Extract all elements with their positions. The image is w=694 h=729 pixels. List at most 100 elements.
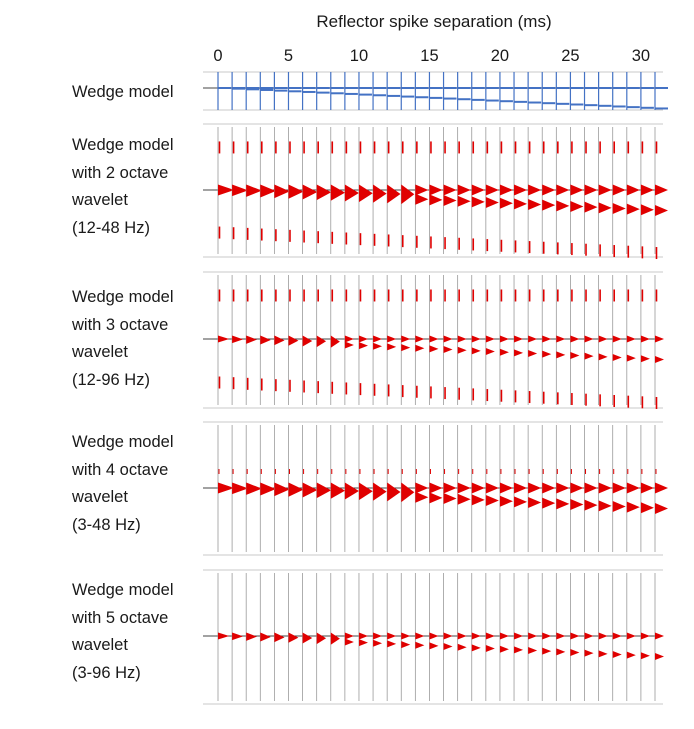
base-wavelet-peak <box>570 499 584 510</box>
base-wavelet-peak <box>373 639 383 647</box>
trace-14 <box>414 275 425 405</box>
base-wavelet-peak <box>584 499 598 511</box>
top-wavelet-peak <box>598 482 612 494</box>
trace-8 <box>330 127 346 254</box>
top-wavelet-peak <box>485 335 495 343</box>
trace-23 <box>541 425 556 552</box>
trace-6 <box>302 275 313 405</box>
base-wavelet-peak <box>415 641 425 649</box>
trace-5 <box>288 127 304 254</box>
top-wavelet-peak <box>584 335 594 343</box>
trace-31 <box>654 425 668 552</box>
x-tick-label-20: 20 <box>491 47 509 65</box>
trace-1 <box>231 127 249 254</box>
wavelet-peak <box>316 482 332 499</box>
top-wavelet-peak <box>358 335 368 343</box>
base-wavelet-peak <box>655 204 668 216</box>
wavelet-peak <box>344 184 359 202</box>
trace-0 <box>217 275 230 405</box>
trace-23 <box>541 275 552 405</box>
top-wavelet-peak <box>499 184 513 196</box>
top-wavelet-peak <box>499 482 513 494</box>
top-wavelet-peak <box>556 335 566 343</box>
trace-10 <box>358 573 368 701</box>
trace-30 <box>640 127 654 259</box>
base-wavelet-peak <box>528 199 542 211</box>
wavelet-peak <box>218 335 230 343</box>
trace-26 <box>584 573 594 701</box>
top-wavelet-peak <box>443 632 453 640</box>
top-wavelet-peak <box>542 184 556 196</box>
top-wavelet-peak <box>429 632 439 640</box>
top-wavelet-peak <box>542 335 552 343</box>
top-wavelet-peak <box>373 632 383 640</box>
trace-25 <box>569 72 584 110</box>
trace-30 <box>640 275 650 409</box>
trace-25 <box>570 127 584 256</box>
wavelet-peak <box>246 482 262 495</box>
wavelet-peak <box>401 184 415 205</box>
top-wavelet-peak <box>429 184 443 196</box>
trace-28 <box>612 425 626 552</box>
base-wavelet-peak <box>514 349 524 357</box>
wavelet-peak <box>232 184 249 197</box>
trace-2 <box>245 72 260 110</box>
base-wavelet-peak <box>626 203 640 215</box>
top-wavelet-peak <box>387 632 397 640</box>
x-tick-label-30: 30 <box>632 47 650 65</box>
base-wavelet-peak <box>514 496 528 508</box>
trace-25 <box>570 425 584 552</box>
trace-19 <box>485 573 495 701</box>
top-wavelet-peak <box>514 335 524 343</box>
wavelet-peak <box>302 482 318 498</box>
wavelet-peak <box>358 482 373 501</box>
trace-16 <box>442 72 457 110</box>
top-wavelet-peak <box>471 184 485 196</box>
top-wavelet-peak <box>598 632 608 640</box>
trace-31 <box>654 573 664 701</box>
panel-wedge <box>203 71 668 111</box>
base-wavelet-peak <box>499 645 509 653</box>
wavelet-peak <box>373 184 387 203</box>
trace-26 <box>584 425 598 552</box>
trace-25 <box>570 573 580 701</box>
base-wavelet-peak <box>612 500 626 512</box>
base-wavelet-peak <box>542 199 556 211</box>
base-wavelet-peak <box>415 193 429 205</box>
trace-15 <box>429 127 443 254</box>
panel-oct2 <box>203 123 668 260</box>
trace-6 <box>302 127 318 254</box>
trace-20 <box>499 573 509 701</box>
wavelet-peak <box>218 482 235 494</box>
wavelet-peak <box>330 335 340 348</box>
base-wavelet-peak <box>528 647 538 655</box>
trace-24 <box>555 425 570 552</box>
base-wavelet-peak <box>626 651 636 659</box>
base-wavelet-peak <box>528 350 538 358</box>
trace-11 <box>372 72 387 110</box>
wavelet-peak <box>344 482 359 500</box>
top-wavelet-peak <box>457 632 467 640</box>
trace-26 <box>583 72 598 110</box>
trace-6 <box>302 573 313 701</box>
panel-oct4 <box>203 421 668 556</box>
wavelet-peak <box>218 184 235 196</box>
trace-24 <box>555 72 570 110</box>
base-wavelet-peak <box>612 202 626 214</box>
trace-23 <box>541 573 552 701</box>
base-wavelet-peak <box>415 344 425 352</box>
top-wavelet-peak <box>443 184 457 196</box>
trace-29 <box>626 127 640 258</box>
wavelet-peak <box>302 335 313 347</box>
trace-1 <box>231 72 246 110</box>
trace-3 <box>259 425 276 552</box>
trace-4 <box>273 425 290 552</box>
trace-26 <box>584 275 594 406</box>
base-wavelet-peak <box>471 347 481 355</box>
trace-27 <box>598 275 608 407</box>
top-wavelet-peak <box>542 632 552 640</box>
base-wavelet-peak <box>457 493 471 505</box>
trace-19 <box>485 275 495 405</box>
top-wavelet-peak <box>626 632 636 640</box>
base-wavelet-peak <box>485 495 499 507</box>
